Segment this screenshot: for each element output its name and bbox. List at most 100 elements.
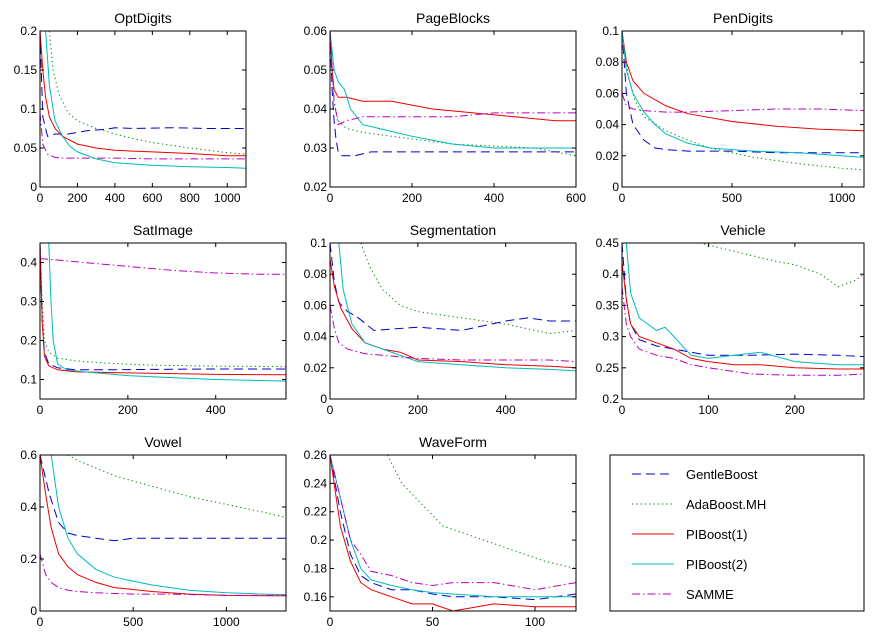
subplot-title: PageBlocks bbox=[416, 10, 490, 26]
x-tick-label: 1000 bbox=[214, 191, 241, 205]
series-line-piboost-2 bbox=[625, 243, 864, 366]
plot-frame bbox=[329, 30, 577, 188]
series-line-adaboost-mh bbox=[360, 243, 576, 335]
series-line-gentleboost bbox=[330, 243, 576, 331]
x-tick-label: 1000 bbox=[213, 615, 240, 629]
series-line-adaboost-mh bbox=[699, 243, 864, 288]
subplot-title: WaveForm bbox=[419, 434, 487, 450]
y-tick-label: 0.06 bbox=[304, 24, 328, 38]
series-line-adaboost-mh bbox=[386, 455, 576, 569]
plot-frame bbox=[621, 242, 865, 400]
y-tick-label: 0.1 bbox=[20, 373, 37, 387]
y-tick-label: 0.06 bbox=[596, 86, 620, 100]
series-line-samme bbox=[330, 455, 576, 591]
series-line-samme bbox=[330, 305, 576, 363]
series-line-samme bbox=[40, 112, 246, 160]
legend: GentleBoost AdaBoost.MH PIBoost(1) PIBoost(… bbox=[609, 454, 865, 612]
y-tick-label: 0.24 bbox=[304, 476, 328, 490]
subplot-segmentation: 0 200 400 0 0.02 0.04 0.06 0.08 0.1 Segmentation bbox=[304, 222, 577, 417]
y-tick-label: 0.22 bbox=[304, 505, 328, 519]
series-line-gentleboost bbox=[622, 31, 864, 154]
series-line-piboost-2 bbox=[622, 31, 864, 158]
y-tick-label: 0.18 bbox=[304, 561, 328, 575]
x-tick-label: 1000 bbox=[829, 191, 856, 205]
y-tick-label: 0.03 bbox=[304, 141, 328, 155]
y-tick-label: 0.4 bbox=[20, 256, 37, 270]
x-tick-label: 200 bbox=[402, 191, 422, 205]
x-tick-label: 100 bbox=[525, 615, 545, 629]
x-tick-label: 0 bbox=[619, 403, 626, 417]
x-tick-label: 400 bbox=[105, 191, 125, 205]
legend-label-piboost-1: PIBoost(1) bbox=[686, 527, 747, 542]
series-line-piboost-1 bbox=[330, 455, 576, 611]
plot-frame bbox=[621, 30, 865, 188]
x-tick-label: 0 bbox=[37, 403, 44, 417]
y-tick-label: 0.2 bbox=[20, 334, 37, 348]
x-tick-label: 200 bbox=[408, 403, 428, 417]
y-tick-label: 0 bbox=[30, 604, 37, 618]
series-line-samme bbox=[330, 31, 576, 126]
x-tick-label: 200 bbox=[67, 191, 87, 205]
legend-label-samme: SAMME bbox=[686, 587, 734, 602]
y-tick-label: 0.2 bbox=[20, 552, 37, 566]
series-line-samme bbox=[40, 553, 286, 596]
y-tick-label: 0.04 bbox=[304, 102, 328, 116]
y-tick-label: 0.2 bbox=[602, 392, 619, 406]
plot-frame bbox=[39, 454, 287, 612]
y-tick-label: 0.45 bbox=[596, 236, 620, 250]
y-tick-label: 0.05 bbox=[14, 141, 38, 155]
legend-label-adaboost-mh: AdaBoost.MH bbox=[686, 497, 766, 512]
x-tick-label: 600 bbox=[142, 191, 162, 205]
x-tick-label: 600 bbox=[566, 191, 586, 205]
series-line-gentleboost bbox=[40, 243, 286, 371]
subplot-waveform: 0 50 100 0.16 0.18 0.2 0.22 0.24 0.26 WaveForm bbox=[304, 434, 577, 629]
y-tick-label: 0.2 bbox=[310, 533, 327, 547]
legend-box bbox=[609, 454, 865, 612]
y-tick-label: 0.3 bbox=[20, 295, 37, 309]
y-tick-label: 0.1 bbox=[602, 24, 619, 38]
y-tick-label: 0.4 bbox=[602, 267, 619, 281]
series-line-adaboost-mh bbox=[40, 243, 286, 368]
y-tick-label: 0.02 bbox=[304, 361, 328, 375]
y-tick-label: 0.4 bbox=[20, 500, 37, 514]
series-line-gentleboost bbox=[622, 243, 864, 358]
y-tick-label: 0.05 bbox=[304, 63, 328, 77]
x-tick-label: 400 bbox=[206, 403, 226, 417]
subplot-title: PenDigits bbox=[713, 10, 773, 26]
x-tick-label: 400 bbox=[496, 403, 516, 417]
series-line-samme bbox=[40, 258, 286, 275]
x-tick-label: 0 bbox=[37, 615, 44, 629]
x-tick-label: 200 bbox=[785, 403, 805, 417]
x-tick-label: 0 bbox=[619, 191, 626, 205]
y-tick-label: 0.1 bbox=[310, 236, 327, 250]
x-tick-label: 200 bbox=[118, 403, 138, 417]
y-tick-label: 0.1 bbox=[20, 102, 37, 116]
x-tick-label: 50 bbox=[426, 615, 440, 629]
y-tick-label: 0.02 bbox=[596, 149, 620, 163]
x-tick-label: 0 bbox=[327, 191, 334, 205]
series-line-piboost-2 bbox=[45, 31, 246, 169]
y-tick-label: 0.6 bbox=[20, 448, 37, 462]
series-line-adaboost-mh bbox=[67, 455, 286, 518]
x-tick-label: 100 bbox=[698, 403, 718, 417]
x-tick-label: 500 bbox=[722, 191, 742, 205]
subplot-pageblocks: 0 200 400 600 0.02 0.03 0.04 0.05 0.06 PageBlocks bbox=[304, 10, 587, 205]
y-tick-label: 0.3 bbox=[602, 330, 619, 344]
subplot-vehicle: 0 100 200 0.2 0.25 0.3 0.35 0.4 0.45 Vehicle bbox=[596, 222, 865, 417]
y-tick-label: 0 bbox=[30, 180, 37, 194]
series-line-samme bbox=[622, 286, 864, 376]
subplot-pendigits: 0 500 1000 0 0.02 0.04 0.06 0.08 0.1 PenDigits bbox=[596, 10, 865, 205]
x-tick-label: 0 bbox=[37, 191, 44, 205]
series-line-piboost-1 bbox=[40, 243, 286, 376]
y-tick-label: 0.2 bbox=[20, 24, 37, 38]
series-line-gentleboost bbox=[40, 31, 246, 137]
series-line-piboost-1 bbox=[40, 31, 246, 157]
y-tick-label: 0.04 bbox=[596, 118, 620, 132]
subplot-title: SatImage bbox=[133, 222, 193, 238]
plot-frame bbox=[39, 242, 287, 400]
y-tick-label: 0 bbox=[612, 180, 619, 194]
x-tick-label: 500 bbox=[123, 615, 143, 629]
legend-label-gentleboost: GentleBoost bbox=[686, 467, 758, 482]
series-line-piboost-2 bbox=[48, 243, 286, 382]
